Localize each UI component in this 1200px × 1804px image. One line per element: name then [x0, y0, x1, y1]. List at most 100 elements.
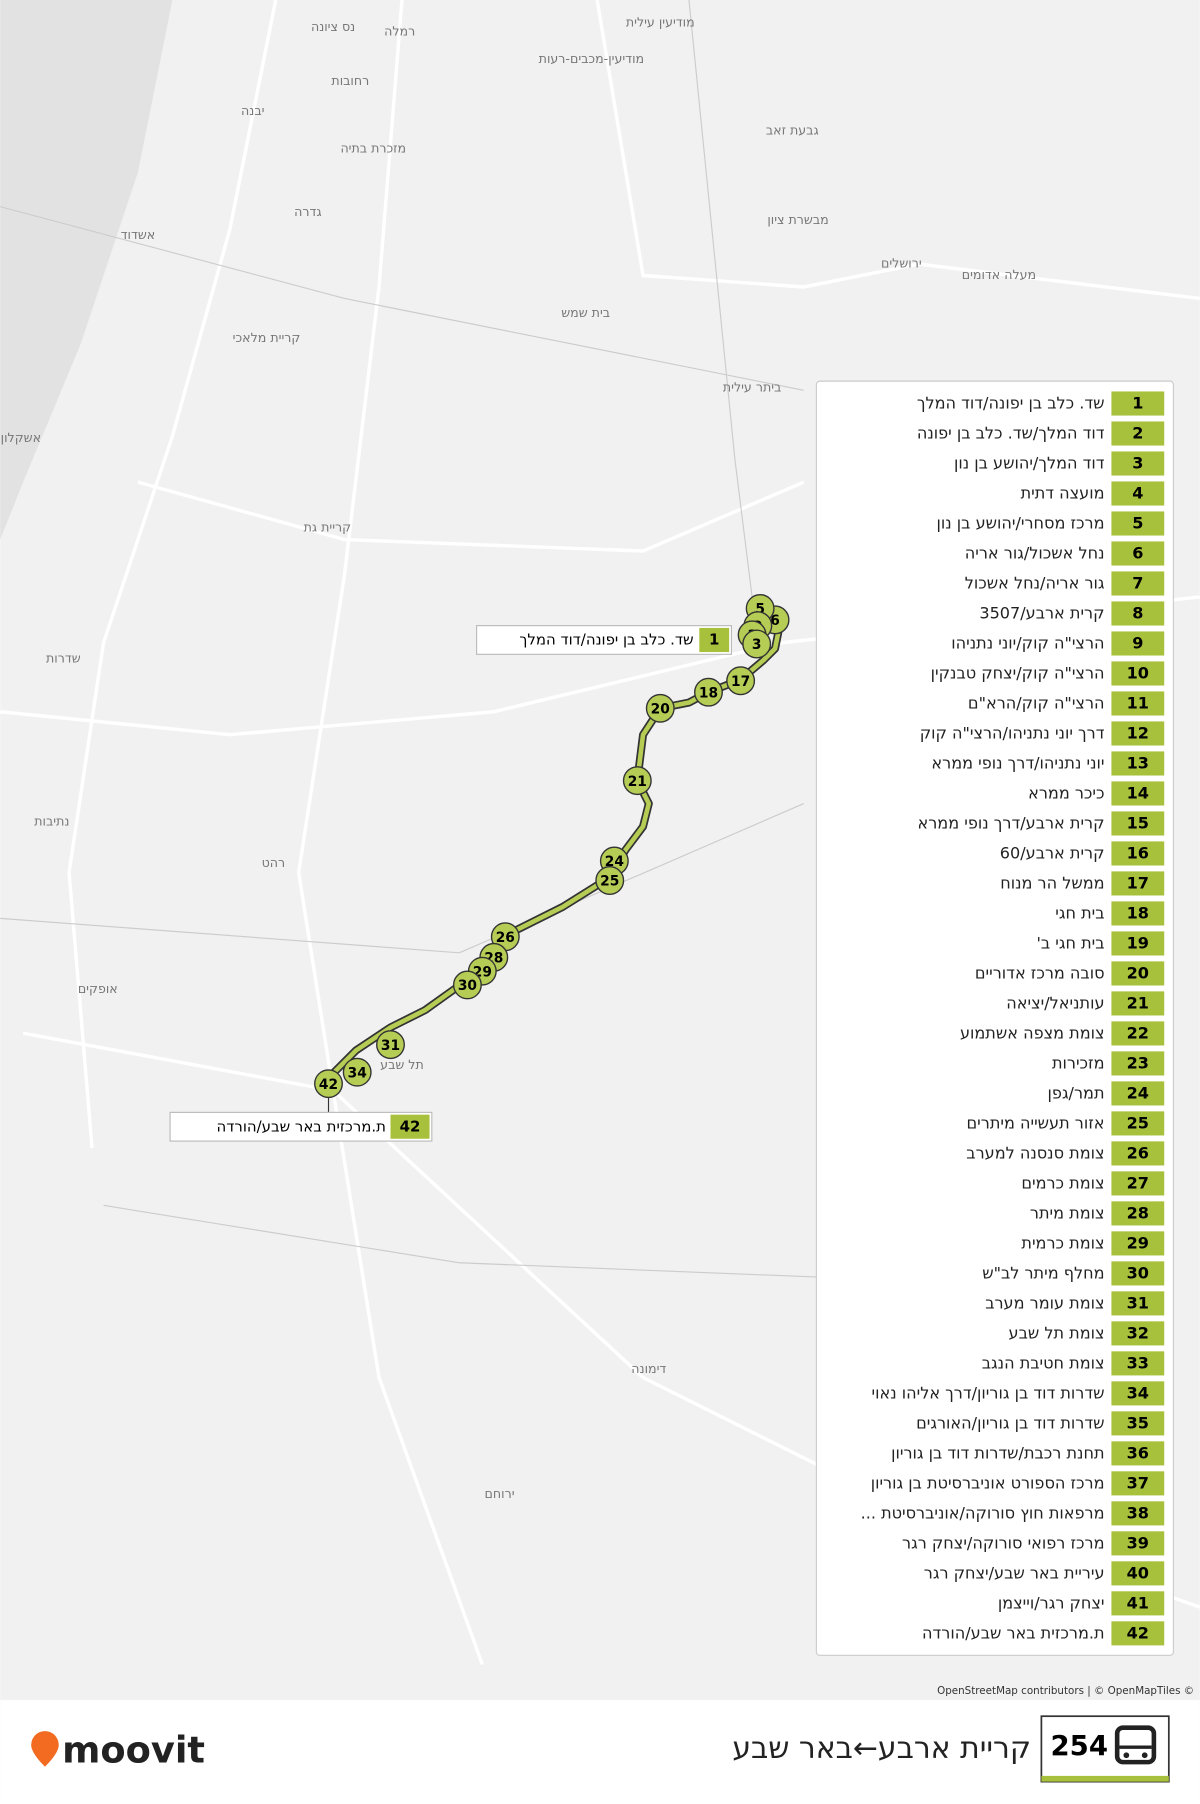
place-label: נס ציונה	[311, 19, 355, 34]
stop-badge	[1111, 871, 1165, 896]
place-label: גדרה	[294, 204, 321, 219]
stop-marker-number: 18	[699, 685, 718, 701]
place-label: קריית גת	[304, 520, 351, 535]
stop-name: שדרות דוד בן גוריון/דרך אליהו נאוי	[872, 1383, 1105, 1402]
stop-name: מרכז רפואי סורוקה/יצחק רגר	[902, 1533, 1104, 1552]
stop-badge	[1111, 1561, 1165, 1586]
place-label: קריית מלאכי	[233, 330, 301, 345]
stop-badge	[1111, 1141, 1165, 1166]
stop-name: הרצי"ה קוק/יוני נתניהו	[951, 634, 1104, 653]
stop-list-panel	[815, 380, 1174, 1656]
stop-badge	[1111, 631, 1165, 656]
stop-number: 15	[1127, 814, 1149, 833]
stop-marker	[742, 629, 772, 659]
bus-icon	[1123, 1752, 1130, 1759]
stop-name: עותניאל/יציאה	[1006, 994, 1104, 1013]
stop-number: 18	[1127, 904, 1149, 923]
callout: 42 ת.מרכזית באר שבע/הורדה	[169, 1111, 433, 1142]
stop-name: סובה מרכז אדוריים	[975, 964, 1105, 983]
place-label: אופקים	[78, 981, 118, 996]
stop-badge	[1111, 391, 1165, 416]
stop-marker	[694, 677, 723, 707]
stop-name: גור אריה/נחל אשכול	[965, 574, 1105, 593]
stop-number: 10	[1127, 664, 1149, 683]
route-number: 254	[1051, 1730, 1109, 1762]
route-color-strip	[1041, 1775, 1169, 1782]
stop-name: בית חגי ב'	[1036, 934, 1104, 953]
stop-badge	[1111, 931, 1165, 956]
stop-badge	[1111, 481, 1165, 506]
stop-number: 17	[1127, 874, 1149, 893]
stop-name: צומת כרמים	[1021, 1173, 1104, 1192]
stop-name: יוני נתניהו/דרך נופי ממרא	[931, 754, 1104, 773]
stop-name: עיריית באר שבע/יצחק רגר	[924, 1563, 1105, 1582]
stop-name: צומת עומר מערב	[985, 1293, 1104, 1312]
place-label: מודיעין עילית	[626, 14, 695, 29]
stop-name: צומת תל שבע	[1009, 1323, 1105, 1342]
stop-badge	[1111, 1231, 1165, 1256]
stop-marker-number: 25	[600, 874, 619, 890]
stop-badge	[1111, 841, 1165, 866]
stop-badge	[1111, 1591, 1165, 1616]
stop-badge	[1111, 1441, 1165, 1466]
place-label: מבשרת ציון	[767, 212, 828, 227]
stop-number: 35	[1127, 1413, 1149, 1432]
stop-name: ממשל הר מנוח	[1000, 874, 1104, 893]
stop-badge	[1111, 1471, 1165, 1496]
stop-number: 11	[1127, 694, 1149, 713]
stop-badge	[1111, 541, 1165, 566]
stop-number: 29	[1127, 1233, 1149, 1252]
stop-number: 31	[1127, 1293, 1149, 1312]
stop-badge	[1111, 421, 1165, 446]
stop-badge	[1111, 1321, 1165, 1346]
stop-number: 41	[1127, 1593, 1149, 1612]
stop-name: ת.מרכזית באר שבע/הורדה	[922, 1623, 1104, 1642]
stop-number: 27	[1127, 1173, 1149, 1192]
callout-box	[169, 1111, 433, 1142]
place-label: תל שבע	[380, 1057, 424, 1072]
stop-badge	[1111, 1501, 1165, 1526]
stop-name: נחל אשכול/גור אריה	[965, 544, 1105, 563]
stop-marker-number: 30	[458, 978, 477, 994]
stop-name: קרית ארבע/3507	[979, 604, 1104, 623]
callout-badge	[699, 627, 730, 653]
stop-badge	[1111, 1081, 1165, 1106]
stop-number: 7	[1132, 574, 1143, 593]
stop-number: 1	[1132, 394, 1143, 413]
stop-marker	[622, 766, 652, 796]
stop-badge	[1111, 991, 1165, 1016]
stop-number: 36	[1127, 1443, 1149, 1462]
stop-badge	[1111, 451, 1165, 476]
stop-name: אזור תעשייה מיתרים	[967, 1113, 1105, 1132]
stop-name: קרית ארבע/60	[1000, 844, 1105, 863]
stop-number: 22	[1127, 1024, 1149, 1043]
stop-badge	[1111, 1171, 1165, 1196]
stop-badge	[1111, 811, 1165, 836]
stop-marker-number: 3	[752, 637, 762, 653]
stop-number: 13	[1127, 754, 1149, 773]
stop-marker-number: 17	[731, 674, 750, 690]
place-label: שדרות	[46, 650, 81, 665]
stop-marker-number: 31	[381, 1038, 400, 1054]
stop-name: מועצה דתית	[1021, 484, 1105, 503]
stop-number: 2	[1132, 424, 1143, 443]
stop-name: מרפאות חוץ סורוקה/אוניברסיטת ...	[861, 1503, 1105, 1522]
stop-badge	[1111, 661, 1165, 686]
stop-number: 26	[1127, 1143, 1149, 1162]
place-label: ביתר עילית	[723, 380, 782, 395]
stop-badge	[1111, 1351, 1165, 1376]
stop-marker-number: 42	[319, 1077, 338, 1093]
stop-badge	[1111, 1291, 1165, 1316]
place-label: רהט	[262, 855, 286, 870]
stop-badge	[1111, 1261, 1165, 1286]
stop-number: 5	[1132, 514, 1143, 533]
stop-name: שד. כלב בן יפונה/דוד המלך	[917, 394, 1105, 413]
callout: 1 שד. כלב בן יפונה/דוד המלך	[476, 625, 733, 655]
stop-marker	[595, 866, 625, 895]
attribution: OpenStreetMap contributors | © OpenMapTi…	[937, 1685, 1194, 1697]
stop-badge	[1111, 691, 1165, 716]
place-label: ירוחם	[485, 1486, 515, 1501]
stop-name: תמר/גפן	[1048, 1083, 1105, 1102]
